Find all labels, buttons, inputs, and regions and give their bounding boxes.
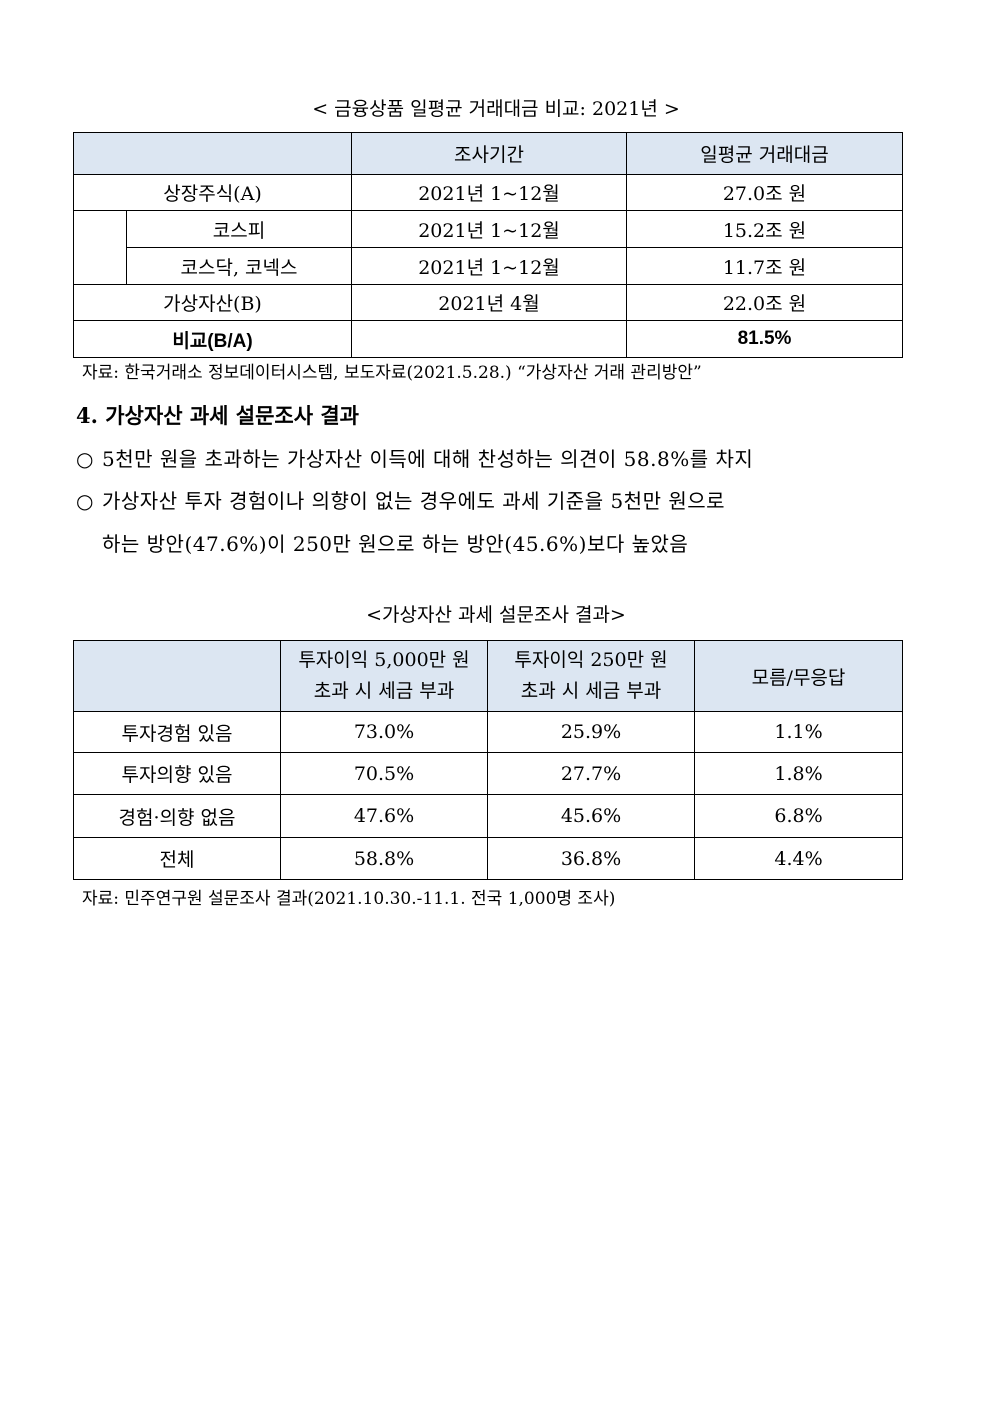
cell: 73.0% <box>280 711 488 753</box>
survey-table: 투자이익 5,000만 원 초과 시 세금 부과 투자이익 250만 원 초과 시 … <box>73 640 903 880</box>
header-empty <box>73 132 352 175</box>
table-row: 코스닥, 코넥스 2021년 1~12월 11.7조 원 <box>74 247 903 285</box>
table-row: 투자의향 있음 70.5% 27.7% 1.8% <box>73 752 903 795</box>
header-unknown: 모름/무응답 <box>694 640 903 712</box>
row-period: 2021년 1~12월 <box>351 247 627 285</box>
cell: 27.7% <box>487 752 695 795</box>
row-label: 코스피 <box>126 210 352 248</box>
row-period: 2021년 1~12월 <box>351 210 627 248</box>
row-period: 2021년 4월 <box>351 284 627 321</box>
row-value: 27.0조 원 <box>626 174 903 211</box>
table-row: 상장주식(A) 2021년 1~12월 27.0조 원 <box>73 174 903 211</box>
row-label: 상장주식(A) <box>73 174 352 211</box>
table2-caption: <가상자산 과세 설문조사 결과> <box>366 604 626 626</box>
section-heading: 4. 가상자산 과세 설문조사 결과 <box>76 403 360 428</box>
cell: 58.8% <box>280 837 488 880</box>
row-period <box>351 320 627 358</box>
cell: 1.1% <box>694 711 903 753</box>
table-row: 전체 58.8% 36.8% 4.4% <box>73 837 903 880</box>
header-250: 투자이익 250만 원 초과 시 세금 부과 <box>487 640 695 712</box>
table2-source: 자료: 민주연구원 설문조사 결과(2021.10.30.-11.1. 전국 1… <box>82 889 616 909</box>
header-empty <box>73 640 281 712</box>
bullet-marker: ○ <box>76 447 94 471</box>
table-row: 경험·의향 없음 47.6% 45.6% 6.8% <box>73 794 903 838</box>
table1-source: 자료: 한국거래소 정보데이터시스템, 보도자료(2021.5.28.) “가상… <box>82 363 702 383</box>
cell: 25.9% <box>487 711 695 753</box>
table-row: 투자경험 있음 73.0% 25.9% 1.1% <box>73 711 903 753</box>
row-label: 투자경험 있음 <box>73 711 281 753</box>
row-label: 비교(B/A) <box>73 320 352 358</box>
cell: 6.8% <box>694 794 903 838</box>
header-volume: 일평균 거래대금 <box>626 132 903 175</box>
bullet-text: 가상자산 투자 경험이나 의향이 없는 경우에도 과세 기준을 5천만 원으로 <box>102 489 726 513</box>
bullet-item: ○ 5천만 원을 초과하는 가상자산 이득에 대해 찬성하는 의견이 58.8%를… <box>76 443 753 472</box>
row-period: 2021년 1~12월 <box>351 174 627 211</box>
row-label: 전체 <box>73 837 281 880</box>
table1-caption: < 금융상품 일평균 거래대금 비교: 2021년 > <box>312 98 680 120</box>
row-value: 22.0조 원 <box>626 284 903 321</box>
row-value: 81.5% <box>626 320 903 358</box>
header-5000: 투자이익 5,000만 원 초과 시 세금 부과 <box>280 640 488 712</box>
row-label: 투자의향 있음 <box>73 752 281 795</box>
cell: 1.8% <box>694 752 903 795</box>
bullet-item: ○ 가상자산 투자 경험이나 의향이 없는 경우에도 과세 기준을 5천만 원으로 <box>76 485 725 514</box>
bullet-text: 5천만 원을 초과하는 가상자산 이득에 대해 찬성하는 의견이 58.8%를 … <box>102 447 754 471</box>
trading-volume-table: 조사기간 일평균 거래대금 상장주식(A) 2021년 1~12월 27.0조 … <box>73 132 903 358</box>
row-label: 코스닥, 코넥스 <box>126 247 352 285</box>
cell: 4.4% <box>694 837 903 880</box>
cell: 45.6% <box>487 794 695 838</box>
row-label: 가상자산(B) <box>73 284 352 321</box>
row-value: 11.7조 원 <box>626 247 903 285</box>
row-label: 경험·의향 없음 <box>73 794 281 838</box>
table-row: 가상자산(B) 2021년 4월 22.0조 원 <box>73 284 903 321</box>
cell: 47.6% <box>280 794 488 838</box>
header-period: 조사기간 <box>351 132 627 175</box>
indent-cell <box>73 210 127 285</box>
cell: 70.5% <box>280 752 488 795</box>
bullet-continuation: 하는 방안(47.6%)이 250만 원으로 하는 방안(45.6%)보다 높았… <box>102 532 689 556</box>
table-row: 코스피 2021년 1~12월 15.2조 원 <box>73 210 903 285</box>
cell: 36.8% <box>487 837 695 880</box>
table-row: 비교(B/A) 81.5% <box>73 320 903 358</box>
row-value: 15.2조 원 <box>626 210 903 248</box>
bullet-marker: ○ <box>76 489 94 513</box>
